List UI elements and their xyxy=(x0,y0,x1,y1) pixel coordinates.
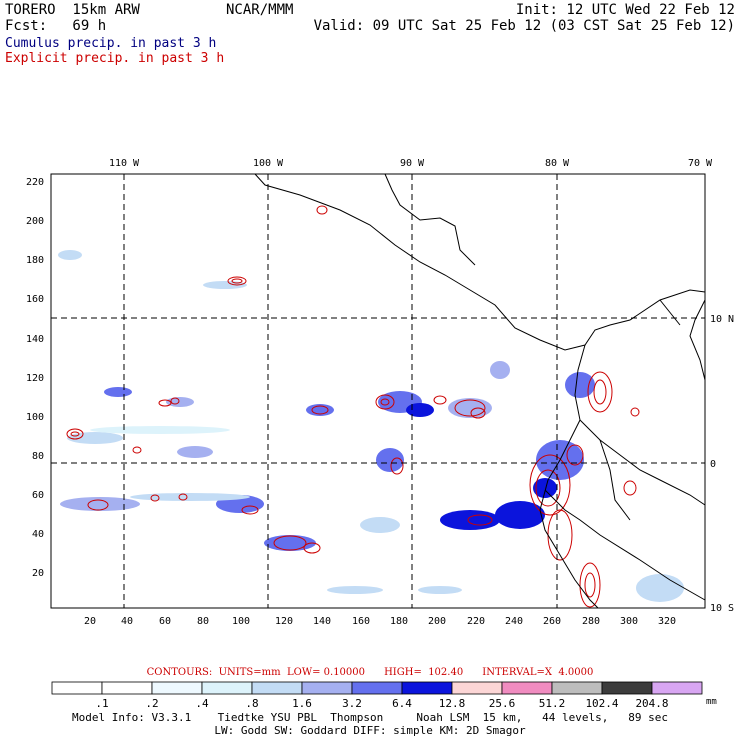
x-tick: 220 xyxy=(467,616,485,627)
legend-cumulus: Cumulus precip. in past 3 h xyxy=(5,36,217,51)
colorbar-label: .8 xyxy=(245,697,259,710)
y-tick: 120 xyxy=(26,373,44,384)
colorbar-label: 204.8 xyxy=(635,697,669,710)
colorbar-unit: mm xyxy=(706,697,717,707)
colorbar-cell xyxy=(301,681,353,695)
x-tick: 100 xyxy=(232,616,250,627)
latitude-labels: 10 N 0 10 S xyxy=(710,314,734,614)
colorbar-label: .1 xyxy=(95,697,109,710)
y-tick: 40 xyxy=(32,529,44,540)
colorbar xyxy=(51,681,703,695)
x-tick: 40 xyxy=(121,616,133,627)
colorbar-label: .4 xyxy=(195,697,209,710)
x-tick-labels: 20 40 60 80 100 120 140 160 180 200 220 … xyxy=(84,616,676,627)
colorbar-label: 3.2 xyxy=(342,697,362,710)
y-tick: 140 xyxy=(26,334,44,345)
physics-info: LW: Godd SW: Goddard DIFF: simple KM: 2D… xyxy=(214,724,526,737)
colorbar-cell xyxy=(151,681,203,695)
colorbar-label: 102.4 xyxy=(585,697,619,710)
y-tick: 80 xyxy=(32,451,44,462)
colorbar-cell xyxy=(601,681,653,695)
model-info: Model Info: V3.3.1 Tiedtke YSU PBL Thomp… xyxy=(71,711,669,724)
y-tick: 20 xyxy=(32,568,44,579)
lon-label: 80 W xyxy=(545,158,570,169)
map-frame xyxy=(50,173,706,609)
x-tick: 120 xyxy=(275,616,293,627)
colorbar-cells xyxy=(51,681,703,695)
lon-label: 70 W xyxy=(688,158,713,169)
valid-time: Valid: 09 UTC Sat 25 Feb 12 (03 CST Sat … xyxy=(313,18,735,34)
x-tick: 180 xyxy=(390,616,408,627)
x-tick: 300 xyxy=(620,616,638,627)
x-tick: 20 xyxy=(84,616,96,627)
colorbar-cell xyxy=(251,681,303,695)
forecast-hour: Fcst: 69 h xyxy=(5,18,107,34)
colorbar-label: 25.6 xyxy=(488,697,516,710)
init-time: Init: 12 UTC Wed 22 Feb 12 xyxy=(515,2,735,18)
lat-label: 10 S xyxy=(710,603,734,614)
x-tick: 140 xyxy=(313,616,331,627)
x-tick: 200 xyxy=(428,616,446,627)
colorbar-label: .2 xyxy=(145,697,159,710)
y-tick: 100 xyxy=(26,412,44,423)
y-tick: 220 xyxy=(26,177,44,188)
colorbar-label: 51.2 xyxy=(538,697,566,710)
colorbar-cell xyxy=(51,681,103,695)
colorbar-label: 1.6 xyxy=(292,697,312,710)
lat-label: 0 xyxy=(710,459,716,470)
model-title: TORERO 15km ARW xyxy=(5,2,140,18)
lon-label: 100 W xyxy=(253,158,284,169)
colorbar-cell xyxy=(351,681,403,695)
center-label: NCAR/MMM xyxy=(226,2,294,18)
x-tick: 260 xyxy=(543,616,561,627)
colorbar-cell xyxy=(651,681,703,695)
colorbar-cell xyxy=(551,681,603,695)
contour-info: CONTOURS: UNITS=mm LOW= 0.10000 HIGH= 10… xyxy=(146,667,594,678)
colorbar-cell xyxy=(451,681,503,695)
coastlines xyxy=(254,173,706,609)
y-tick: 160 xyxy=(26,294,44,305)
x-tick: 60 xyxy=(159,616,171,627)
x-tick: 80 xyxy=(197,616,209,627)
x-tick: 320 xyxy=(658,616,676,627)
colorbar-cell xyxy=(401,681,453,695)
x-tick: 280 xyxy=(582,616,600,627)
y-tick: 180 xyxy=(26,255,44,266)
precip-map: 110 W 100 W 90 W 80 W 70 W 10 N 0 10 S 2… xyxy=(26,158,734,627)
x-tick: 160 xyxy=(352,616,370,627)
y-tick: 60 xyxy=(32,490,44,501)
y-tick-labels: 220 200 180 160 140 120 100 80 60 40 20 xyxy=(26,177,44,579)
longitude-labels: 110 W 100 W 90 W 80 W 70 W xyxy=(109,158,713,169)
lon-label: 110 W xyxy=(109,158,140,169)
y-tick: 200 xyxy=(26,216,44,227)
colorbar-cell xyxy=(101,681,153,695)
colorbar-label: 12.8 xyxy=(438,697,466,710)
legend-explicit: Explicit precip. in past 3 h xyxy=(5,51,225,66)
x-tick: 240 xyxy=(505,616,523,627)
cumulus-precip-areas xyxy=(58,250,684,602)
lon-label: 90 W xyxy=(400,158,425,169)
lat-label: 10 N xyxy=(710,314,734,325)
colorbar-cell xyxy=(201,681,253,695)
colorbar-cell xyxy=(501,681,553,695)
colorbar-label: 6.4 xyxy=(392,697,412,710)
explicit-precip-contours xyxy=(66,205,640,608)
